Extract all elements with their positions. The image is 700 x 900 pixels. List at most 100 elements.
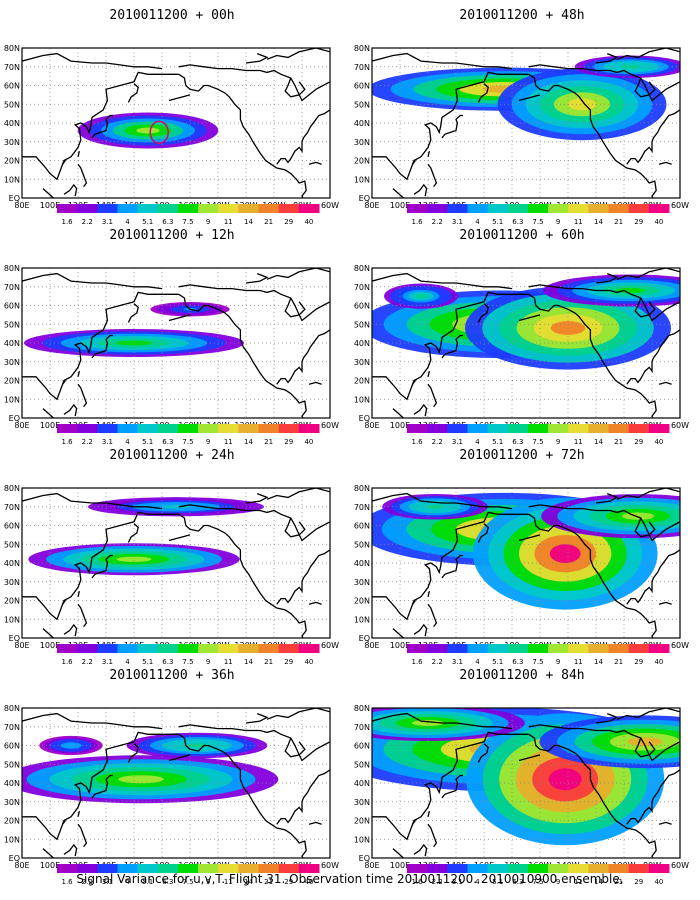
coastline bbox=[266, 708, 330, 720]
lon-tick-label: 100E bbox=[390, 641, 410, 650]
coastline bbox=[626, 769, 680, 825]
variance-contour bbox=[548, 768, 582, 791]
colorbar-label: 7.5 bbox=[182, 438, 193, 446]
colorbar: 1.6 2.2 3.1 4 5.1 6.3 7.5 9 11 14 21 29 40 bbox=[407, 204, 670, 226]
colorbar-swatch bbox=[198, 424, 219, 433]
coastline bbox=[441, 774, 463, 799]
colorbar-swatch bbox=[117, 864, 139, 873]
map-panel: 2010011200 + 72h EQ 10N 20N 30N 40N 50N 60N 70N 8… bbox=[352, 448, 692, 670]
colorbar-label: 29 bbox=[284, 878, 293, 886]
coastline bbox=[22, 492, 163, 510]
colorbar-swatch bbox=[628, 204, 650, 213]
colorbar-label: 6.3 bbox=[162, 438, 173, 446]
colorbar-label: 29 bbox=[284, 438, 293, 446]
colorbar-label: 2.2 bbox=[432, 438, 443, 446]
lon-tick-label: 100E bbox=[40, 421, 60, 430]
colorbar-label: 21 bbox=[614, 658, 623, 666]
map-panel: 2010011200 + 48h EQ 10N 20N 30N 40N 50N 60N 70N 8… bbox=[352, 8, 692, 230]
panel-title: 2010011200 + 00h bbox=[109, 8, 235, 23]
colorbar-label: 40 bbox=[654, 658, 663, 666]
colorbar-label: 5.1 bbox=[492, 878, 503, 886]
variance-contour bbox=[627, 737, 663, 747]
coastline bbox=[62, 160, 66, 165]
lat-tick-label: 20N bbox=[354, 377, 370, 386]
coastline bbox=[178, 513, 307, 638]
lat-tick-label: 80N bbox=[4, 44, 20, 53]
colorbar-label: 3.1 bbox=[452, 438, 463, 446]
coastline bbox=[427, 383, 438, 408]
lat-tick-label: 30N bbox=[4, 138, 20, 147]
colorbar-swatch bbox=[97, 204, 118, 213]
panel-title: 2010011200 + 24h bbox=[109, 448, 235, 463]
colorbar-label: 14 bbox=[594, 878, 603, 886]
coastline bbox=[372, 712, 513, 730]
map-frame bbox=[21, 707, 331, 859]
coastline bbox=[168, 94, 191, 102]
coastline bbox=[63, 843, 78, 857]
coastline bbox=[634, 737, 656, 758]
coastline bbox=[284, 297, 306, 318]
panel-title: 2010011200 + 60h bbox=[459, 228, 585, 243]
colorbar-label: 6.3 bbox=[512, 658, 523, 666]
colorbar-swatch bbox=[447, 644, 468, 653]
colorbar-swatch bbox=[527, 864, 549, 873]
coastline bbox=[42, 848, 55, 858]
coastline bbox=[634, 517, 656, 538]
colorbar-swatch bbox=[648, 424, 670, 433]
colorbar-label: 5.1 bbox=[492, 218, 503, 226]
panel-title: 2010011200 + 84h bbox=[459, 668, 585, 683]
lat-tick-label: 20N bbox=[354, 157, 370, 166]
coastline bbox=[168, 314, 191, 322]
map-plot: EQ10N20N30N40N50N60N70N80N80E100E120E140… bbox=[354, 484, 689, 650]
coastline bbox=[477, 83, 489, 103]
colorbar-swatch bbox=[157, 864, 179, 873]
colorbar-label: 4 bbox=[475, 878, 480, 886]
lat-tick-label: 10N bbox=[354, 615, 370, 624]
colorbar-swatch bbox=[568, 644, 589, 653]
colorbar-swatch bbox=[467, 204, 489, 213]
colorbar-swatch bbox=[548, 864, 569, 873]
colorbar-label: 9 bbox=[206, 658, 210, 666]
coastline bbox=[616, 268, 680, 280]
lat-tick-label: 70N bbox=[354, 63, 370, 72]
coastline bbox=[518, 754, 541, 762]
coastline bbox=[528, 733, 657, 858]
colorbar-label: 7.5 bbox=[182, 218, 193, 226]
lat-tick-label: EQ bbox=[359, 854, 370, 863]
coastline bbox=[595, 492, 619, 504]
map-frame bbox=[21, 267, 331, 419]
colorbar-label: 21 bbox=[614, 878, 623, 886]
colorbar-label: 1.6 bbox=[412, 878, 424, 886]
coastline bbox=[616, 48, 680, 60]
colorbar-label: 1.6 bbox=[412, 658, 424, 666]
colorbar-swatch bbox=[407, 644, 428, 653]
colorbar-swatch bbox=[57, 424, 78, 433]
lat-tick-label: 70N bbox=[4, 723, 20, 732]
map-plot: EQ10N20N30N40N50N60N70N80N80E100E120E140… bbox=[4, 264, 339, 430]
coastline bbox=[42, 188, 55, 198]
colorbar-swatch bbox=[588, 864, 610, 873]
lat-tick-label: 30N bbox=[354, 798, 370, 807]
lat-tick-label: 60N bbox=[354, 82, 370, 91]
map-frame bbox=[371, 47, 681, 199]
variance-contour bbox=[567, 98, 597, 111]
coastline bbox=[308, 161, 322, 165]
colorbar-swatch bbox=[628, 864, 650, 873]
coastline bbox=[168, 754, 191, 762]
colorbar-label: 14 bbox=[244, 658, 253, 666]
colorbar-swatch bbox=[447, 424, 468, 433]
coastline bbox=[63, 183, 78, 197]
coastline bbox=[22, 511, 179, 621]
colorbar: 1.6 2.2 3.1 4 5.1 6.3 7.5 9 11 14 21 29 40 bbox=[407, 864, 670, 886]
coastline bbox=[178, 733, 307, 858]
lat-tick-label: 80N bbox=[354, 704, 370, 713]
coastline bbox=[77, 163, 88, 188]
lat-tick-label: 60N bbox=[354, 742, 370, 751]
variance-contour bbox=[136, 127, 160, 134]
lat-tick-label: 20N bbox=[354, 817, 370, 826]
colorbar-swatch bbox=[77, 204, 98, 213]
lat-tick-label: 40N bbox=[354, 339, 370, 348]
colorbar-swatch bbox=[407, 424, 428, 433]
colorbar-label: 4 bbox=[125, 438, 130, 446]
coastline bbox=[77, 383, 88, 408]
